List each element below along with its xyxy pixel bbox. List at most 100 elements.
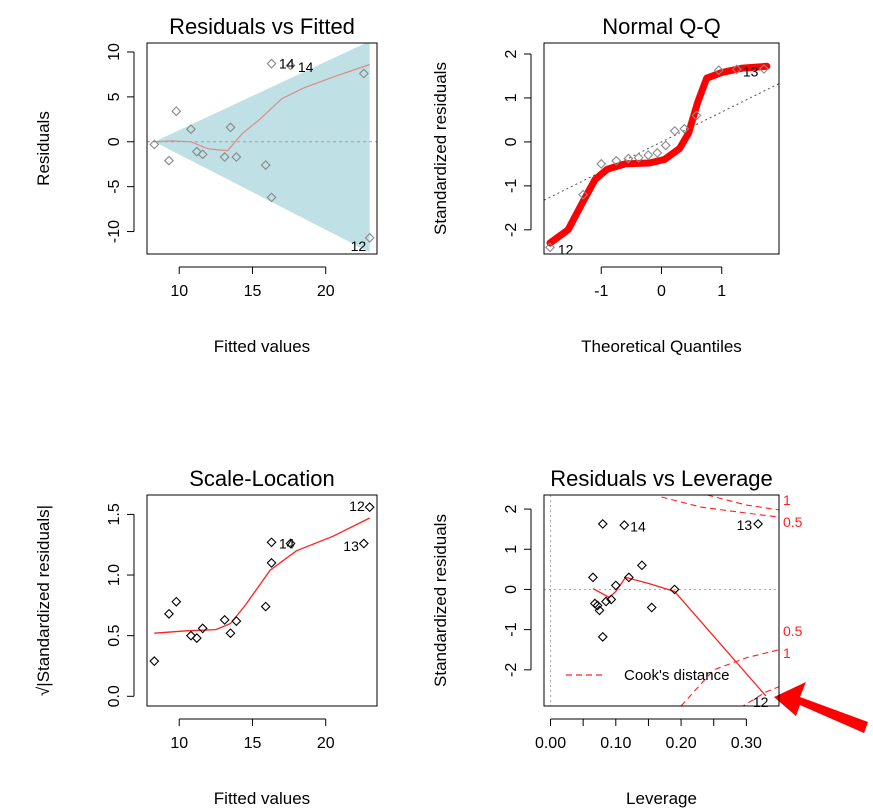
- data-point: [597, 518, 608, 529]
- y-tick-label: -5: [106, 179, 123, 193]
- data-point: [358, 68, 369, 79]
- data-point: [587, 572, 598, 583]
- cooks-level-label: 0.5: [783, 623, 803, 639]
- cooks-distance-contour: [707, 495, 779, 511]
- x-tick-label: -1: [594, 283, 608, 300]
- y-tick-label: 0: [106, 137, 123, 146]
- y-axis: -10 -5 0 5 10: [106, 43, 135, 243]
- data-point: [185, 124, 196, 135]
- data-point: [260, 601, 271, 612]
- loess-smooth-line: [154, 517, 370, 634]
- y-axis: -2 -1 0 1 2: [503, 49, 532, 237]
- y-axis: 0.0 0.5 1.0 1.5: [106, 503, 135, 707]
- point-label: 14: [279, 536, 295, 552]
- data-point: [231, 616, 242, 627]
- y-tick-label: 1: [503, 93, 520, 102]
- data-point: [364, 232, 375, 243]
- data-point: [191, 633, 202, 644]
- data-point: [545, 242, 556, 253]
- x-tick-label: 10: [170, 283, 188, 300]
- point-label: 13: [343, 538, 359, 554]
- data-point: [219, 152, 230, 163]
- data-point: [191, 146, 202, 157]
- plot-area: [544, 495, 779, 706]
- plot-frame: [146, 42, 378, 255]
- data-point: [758, 63, 769, 74]
- plot-title: Normal Q-Q: [602, 14, 721, 39]
- y-tick-label: 0: [503, 585, 520, 594]
- data-point: [623, 572, 634, 583]
- data-point: [611, 155, 622, 166]
- y-tick-label: -1: [503, 622, 520, 636]
- data-point: [231, 152, 242, 163]
- point-label: 13: [737, 517, 753, 533]
- data-point: [285, 60, 296, 71]
- data-point: [163, 155, 174, 166]
- data-point: [619, 520, 630, 531]
- plot-panel-3: Scale-Location Fitted values √|Standardize…: [34, 466, 378, 808]
- data-point: [623, 153, 634, 164]
- y-axis-label: Standardized residuals: [431, 62, 450, 235]
- plot-title: Residuals vs Leverage: [550, 466, 773, 491]
- data-point: [266, 192, 277, 203]
- data-point: [149, 656, 160, 667]
- plot-area: [149, 502, 375, 667]
- y-tick-label: 0.5: [106, 624, 123, 646]
- y-tick-label: 1: [503, 545, 520, 554]
- data-point: [596, 158, 607, 169]
- cooks-level-label: 1: [783, 645, 791, 661]
- data-point: [358, 538, 369, 549]
- x-tick-label: 0.20: [666, 735, 697, 752]
- data-point: [592, 600, 603, 611]
- cooks-distance-contour: [680, 649, 779, 706]
- data-point: [163, 608, 174, 619]
- y-tick-label: 1.0: [106, 564, 123, 586]
- data-point: [578, 189, 589, 200]
- x-tick-label: 10: [170, 735, 188, 752]
- point-label: 12: [349, 498, 365, 514]
- point-label: 12: [558, 242, 574, 258]
- data-point: [660, 140, 671, 151]
- x-axis: 10 15 20: [170, 266, 335, 300]
- y-tick-label: -2: [503, 663, 520, 677]
- plot-panel-2: Normal Q-Q Theoretical Quantiles Standardi…: [431, 14, 780, 356]
- data-point: [753, 518, 764, 529]
- y-axis-label: √|Standardized residuals|: [34, 505, 53, 696]
- y-axis-label: Residuals: [34, 111, 53, 186]
- data-point: [669, 125, 680, 136]
- data-point: [364, 502, 375, 513]
- x-tick-label: 0.00: [535, 735, 566, 752]
- data-point: [171, 596, 182, 607]
- data-point: [601, 596, 611, 607]
- data-point: [731, 64, 742, 75]
- point-label: 14: [279, 56, 295, 72]
- data-point: [610, 580, 621, 591]
- data-point: [266, 58, 277, 69]
- point-label: 12: [753, 694, 769, 710]
- plot-area: [147, 43, 377, 253]
- y-tick-label: -10: [106, 220, 123, 243]
- plot-area: [544, 62, 779, 253]
- x-tick-label: 15: [244, 283, 262, 300]
- y-tick-label: 10: [106, 43, 123, 61]
- data-point: [260, 160, 271, 171]
- y-tick-label: -2: [503, 223, 520, 237]
- y-axis-label: Standardized residuals: [431, 514, 450, 687]
- y-tick-label: 2: [503, 49, 520, 58]
- red-arrow-annotation: [774, 682, 868, 733]
- y-tick-label: 2: [503, 505, 520, 514]
- plot-frame: [543, 42, 780, 255]
- highlighted-curve: [546, 62, 771, 247]
- y-axis: -2 -1 0 1 2: [503, 505, 532, 677]
- data-point: [691, 110, 702, 121]
- cooks-level-label: 1: [783, 492, 791, 508]
- plot-title: Scale-Location: [189, 466, 335, 491]
- y-tick-label: 5: [106, 92, 123, 101]
- qq-reference-line: [544, 83, 779, 201]
- data-point: [197, 623, 208, 634]
- data-point: [266, 557, 277, 568]
- x-axis: -1 0 1: [594, 266, 726, 300]
- x-axis: 10 15 20: [170, 718, 335, 752]
- point-label: 12: [351, 238, 367, 254]
